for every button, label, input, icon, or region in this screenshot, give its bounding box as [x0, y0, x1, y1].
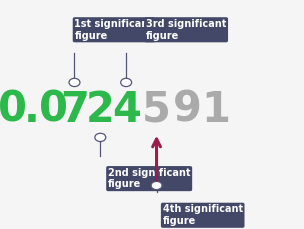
- Text: 3rd significant
figure: 3rd significant figure: [146, 19, 226, 41]
- Text: 7: 7: [60, 89, 89, 131]
- Text: 5: 5: [142, 89, 171, 131]
- Circle shape: [151, 181, 162, 190]
- Text: 0: 0: [0, 89, 27, 131]
- Circle shape: [95, 133, 106, 142]
- Text: .: .: [24, 89, 40, 131]
- Text: 4: 4: [112, 89, 140, 131]
- Text: 1st significant
figure: 1st significant figure: [74, 19, 153, 41]
- Circle shape: [121, 78, 132, 87]
- Text: 1: 1: [201, 89, 230, 131]
- Text: 2nd significant
figure: 2nd significant figure: [108, 168, 190, 189]
- Text: 4th significant
figure: 4th significant figure: [163, 204, 243, 226]
- Text: 2: 2: [86, 89, 115, 131]
- Circle shape: [69, 78, 80, 87]
- Text: 0: 0: [39, 89, 68, 131]
- Text: 9: 9: [173, 89, 201, 131]
